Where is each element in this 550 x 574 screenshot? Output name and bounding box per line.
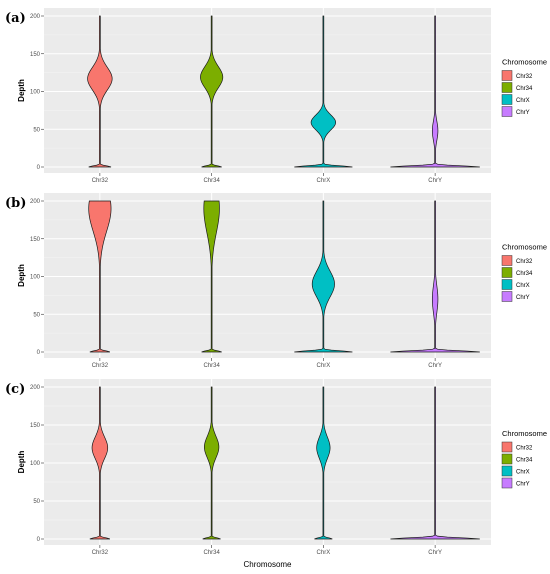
- x-tick-label-chr34: Chr34: [203, 550, 220, 556]
- x-tick-label-chr32: Chr32: [92, 178, 109, 184]
- legend-label-chrx: ChrX: [516, 283, 530, 289]
- legend-key-chr32: [501, 255, 513, 266]
- legend-key-chr34: [501, 453, 513, 465]
- violin-chr32: [88, 200, 112, 353]
- legend-key-chr32: [501, 441, 513, 453]
- panel-label: (c): [5, 382, 25, 397]
- legend-label-chry: ChrY: [516, 482, 530, 488]
- legend-label-chry: ChrY: [516, 295, 530, 301]
- legend-title: Chromosome: [502, 58, 547, 67]
- y-axis-label: Depth: [17, 264, 26, 287]
- legend-label-chr34: Chr34: [516, 271, 533, 277]
- y-tick-label: 50: [33, 499, 40, 505]
- y-tick-label: 150: [30, 52, 41, 58]
- legend-key-chry: [501, 291, 513, 302]
- y-tick-label: 100: [30, 90, 41, 96]
- violin-chry: [390, 200, 480, 353]
- y-tick-label: 200: [30, 14, 41, 20]
- x-tick-label-chry: ChrY: [428, 363, 442, 369]
- legend-key-chr34: [501, 82, 513, 93]
- legend-key-chrx: [501, 94, 513, 105]
- y-tick-label: 100: [30, 461, 41, 467]
- y-tick-label: 100: [30, 275, 41, 281]
- x-tick-label-chrx: ChrX: [317, 178, 331, 184]
- violin-chr34: [201, 200, 222, 353]
- x-tick-label-chrx: ChrX: [317, 550, 331, 556]
- legend-key-chr34: [501, 267, 513, 278]
- legend-label-chr34: Chr34: [516, 458, 533, 464]
- y-tick-label: 200: [30, 199, 41, 205]
- panel-1: 0 50 100 150 200 Chr32 Chr34 ChrX ChrY (a) Depth Ch…: [5, 8, 547, 184]
- y-tick-label: 200: [30, 385, 41, 391]
- y-tick-label: 50: [33, 127, 40, 133]
- violin-chr32: [89, 386, 111, 540]
- legend-label-chr34: Chr34: [516, 86, 533, 92]
- legend-label-chrx: ChrX: [516, 98, 530, 104]
- legend-key-chry: [501, 106, 513, 117]
- y-tick-label: 150: [30, 423, 41, 429]
- panel-label: (a): [5, 11, 26, 26]
- y-tick-label: 150: [30, 237, 41, 243]
- violin-chr34: [200, 15, 224, 168]
- legend-label-chrx: ChrX: [516, 470, 530, 476]
- x-tick-label-chr34: Chr34: [203, 178, 220, 184]
- x-tick-label-chrx: ChrX: [317, 363, 331, 369]
- plot-background: [44, 8, 491, 173]
- y-tick-label: 0: [37, 165, 41, 171]
- legend-label-chr32: Chr32: [516, 74, 533, 80]
- x-tick-label-chr34: Chr34: [203, 363, 220, 369]
- x-tick-label-chry: ChrY: [428, 550, 442, 556]
- violin-chry: [390, 386, 480, 540]
- legend-title: Chromosome: [502, 243, 547, 252]
- violin-chr32: [87, 15, 113, 168]
- y-tick-label: 0: [37, 350, 41, 356]
- panel-label: (b): [5, 196, 26, 211]
- y-tick-label: 50: [33, 312, 40, 318]
- violin-chrx: [294, 15, 353, 168]
- violin-chrx: [314, 386, 333, 540]
- legend-key-chry: [501, 477, 513, 489]
- plot-background: [44, 193, 491, 358]
- panel-2: 0 50 100 150 200 Chr32 Chr34 ChrX ChrY (b) Depth Ch…: [5, 193, 547, 369]
- legend-title: Chromosome: [502, 429, 547, 438]
- legend-key-chrx: [501, 279, 513, 290]
- x-axis-label: Chromosome: [243, 560, 292, 569]
- violin-chr34: [202, 386, 221, 540]
- violin-chry: [390, 15, 480, 168]
- violin-chrx: [294, 200, 353, 353]
- plot-background: [44, 379, 491, 545]
- y-tick-label: 0: [37, 537, 41, 543]
- legend-label-chr32: Chr32: [516, 446, 533, 452]
- legend-label-chry: ChrY: [516, 110, 530, 116]
- legend-label-chr32: Chr32: [516, 259, 533, 265]
- x-tick-label-chr32: Chr32: [92, 550, 109, 556]
- x-tick-label-chr32: Chr32: [92, 363, 109, 369]
- y-axis-label: Depth: [17, 79, 26, 102]
- y-axis-label: Depth: [17, 451, 26, 474]
- legend-key-chrx: [501, 465, 513, 477]
- x-tick-label-chry: ChrY: [428, 178, 442, 184]
- panel-3: 0 50 100 150 200 Chr32 Chr34 ChrX ChrY (c) Depth Ch…: [5, 379, 547, 569]
- legend-key-chr32: [501, 70, 513, 81]
